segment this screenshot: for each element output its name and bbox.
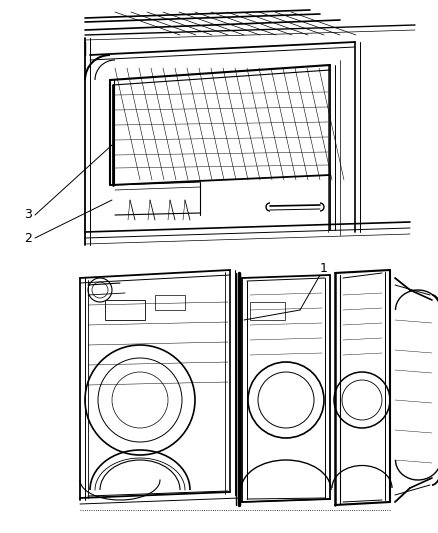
Text: 1: 1 xyxy=(320,262,328,274)
Bar xyxy=(105,300,145,320)
Text: 2: 2 xyxy=(24,231,32,245)
Text: 3: 3 xyxy=(24,208,32,222)
Bar xyxy=(250,302,285,320)
Bar xyxy=(155,295,185,310)
